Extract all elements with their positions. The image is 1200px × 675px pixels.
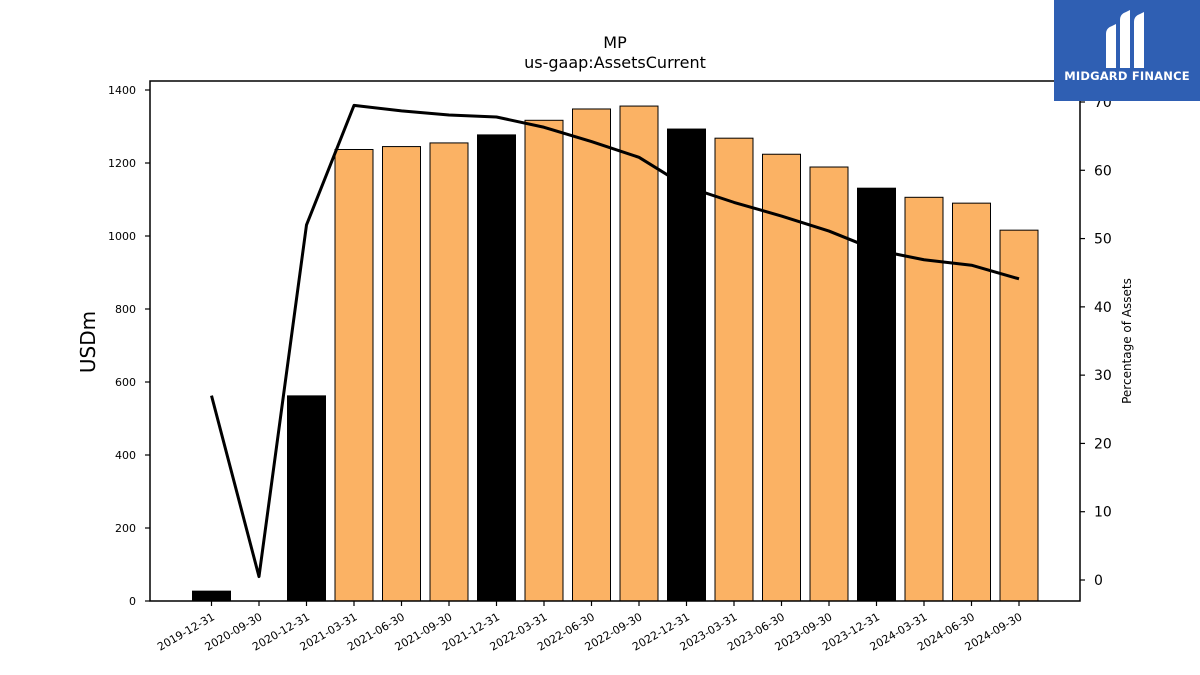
chart-subtitle: us-gaap:AssetsCurrent (524, 53, 706, 72)
bar-2021-06-30 (382, 146, 421, 602)
y-tick-label: 200 (115, 522, 136, 535)
bar-2022-12-31 (667, 128, 706, 602)
line-series-0 (210, 103, 1020, 579)
bar-2022-03-31 (524, 119, 564, 602)
y-tick-label: 800 (115, 303, 136, 316)
y2-tick-label: 50 (1094, 232, 1112, 248)
bar-2023-03-31 (714, 137, 754, 602)
bar-2023-12-31 (857, 187, 896, 602)
bar-2022-06-30 (572, 108, 611, 602)
y2-tick-label: 30 (1094, 368, 1112, 384)
y-tick-label: 400 (115, 449, 136, 462)
y2-tick-label: 10 (1094, 505, 1112, 521)
y2-tick-label: 60 (1094, 163, 1112, 179)
y-axis-label: USDm (76, 311, 100, 373)
y2-tick-label: 20 (1094, 436, 1112, 452)
logo-mark-icon (1106, 10, 1144, 68)
y2-tick-label: 40 (1094, 300, 1112, 316)
plot-frame (149, 80, 1081, 602)
chart-title: MP (603, 33, 627, 52)
bar-2022-09-30 (619, 105, 659, 602)
bar-2021-03-31 (334, 148, 374, 602)
y2-axis-label: Percentage of Assets (1120, 278, 1134, 404)
y-tick-label: 1000 (108, 230, 136, 243)
y-tick-label: 600 (115, 376, 136, 389)
y-tick-label: 1200 (108, 157, 136, 170)
bar-2019-12-31 (192, 590, 231, 602)
y-tick-label: 1400 (108, 84, 136, 97)
bar-2021-09-30 (429, 142, 469, 602)
bar-2021-12-31 (477, 134, 516, 602)
logo-text: MIDGARD FINANCE (1064, 69, 1190, 83)
bar-2020-12-31 (287, 395, 326, 602)
y-tick-label: 0 (129, 595, 136, 608)
bar-2023-06-30 (762, 153, 801, 602)
bar-2024-09-30 (999, 229, 1039, 602)
midgard-finance-logo: MIDGARD FINANCE (1054, 0, 1200, 101)
bar-2023-09-30 (809, 166, 849, 602)
y2-tick-label: 0 (1094, 573, 1103, 589)
